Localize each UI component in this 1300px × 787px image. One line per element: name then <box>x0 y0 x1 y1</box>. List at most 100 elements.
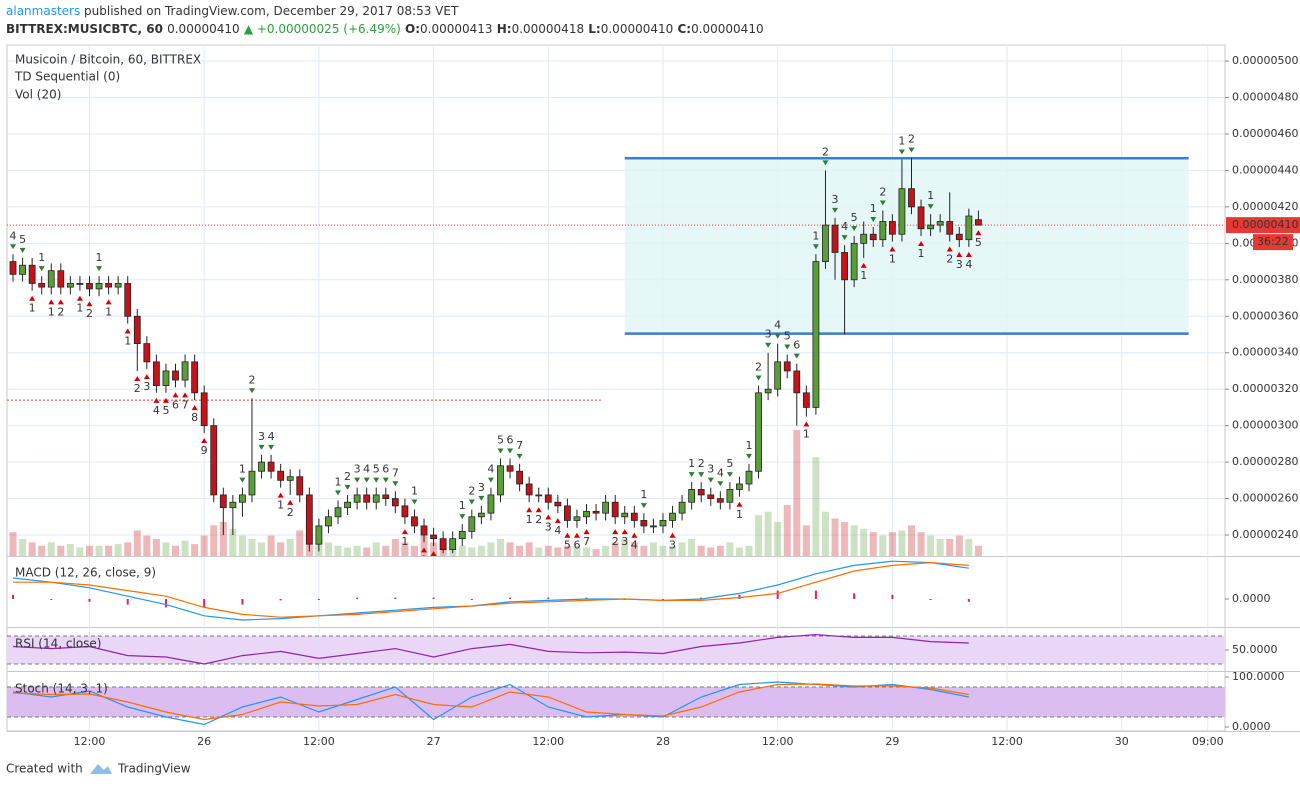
td-marker <box>143 374 150 380</box>
candle-body <box>688 489 696 503</box>
td-marker <box>201 437 208 443</box>
histogram-bar <box>203 599 206 608</box>
volume-bar <box>544 545 552 556</box>
td-label: 2 <box>535 513 542 526</box>
td-label: 1 <box>746 439 753 452</box>
volume-bar <box>95 545 103 556</box>
td-marker <box>573 532 580 538</box>
candle-body <box>143 343 151 363</box>
td-label: 1 <box>38 251 45 264</box>
candle-body <box>382 494 390 499</box>
td-label: 2 <box>755 361 762 374</box>
histogram-bar <box>241 599 244 605</box>
td-label: 3 <box>478 481 485 494</box>
volume-bar <box>258 542 266 556</box>
td-marker <box>287 499 294 505</box>
td-marker <box>860 262 867 268</box>
td-marker <box>774 333 781 339</box>
volume-bar <box>774 521 782 556</box>
histogram-bar <box>50 599 53 600</box>
td-label: 1 <box>918 247 925 260</box>
td-label: 2 <box>879 186 886 199</box>
td-marker <box>344 484 351 490</box>
candle-body <box>955 233 963 241</box>
volume-bar <box>841 521 849 556</box>
volume-bar <box>152 538 160 556</box>
countdown-label: 36:22 <box>1257 235 1289 248</box>
candle-body <box>573 516 581 521</box>
volume-bar <box>420 535 428 556</box>
td-marker <box>478 495 485 501</box>
pane-title: Stoch (14, 3, 1) <box>15 682 108 696</box>
x-tick-label: 12:00 <box>762 735 794 748</box>
candle-body <box>497 465 504 496</box>
td-marker <box>841 235 848 241</box>
candle-body <box>38 283 46 288</box>
td-marker <box>851 226 858 232</box>
candle-body <box>793 370 801 394</box>
td-marker <box>468 499 475 505</box>
footer-brand[interactable]: TradingView <box>117 762 191 776</box>
histogram-bar <box>547 597 550 599</box>
volume-bar <box>248 538 256 556</box>
volume-bar <box>9 532 17 556</box>
td-marker <box>717 481 724 487</box>
y-tick-label: 0.00000300 <box>1232 419 1298 432</box>
author[interactable]: alanmasters <box>6 4 80 18</box>
volume-bar <box>410 545 418 556</box>
volume-bar <box>688 538 696 556</box>
histogram-bar <box>700 597 703 599</box>
candle-body <box>152 361 160 386</box>
volume-bar <box>76 547 84 556</box>
volume-bar <box>716 545 724 556</box>
candle-body <box>420 525 428 536</box>
volume-bar <box>965 538 973 556</box>
volume-bar <box>219 521 227 556</box>
td-marker <box>669 532 676 538</box>
candle-body <box>411 516 418 527</box>
band <box>7 687 1225 717</box>
td-label: 4 <box>153 404 160 417</box>
td-marker <box>76 295 83 301</box>
indicator-line <box>12 560 969 621</box>
volume-bar <box>391 538 399 556</box>
volume-bar <box>124 542 132 556</box>
volume-bar <box>229 528 237 556</box>
volume-bar <box>66 544 74 556</box>
x-tick-label: 12:00 <box>74 735 106 748</box>
candle-body <box>650 525 657 528</box>
candle-body <box>305 494 313 545</box>
td-label: 4 <box>841 220 848 233</box>
volume-bar <box>850 525 858 556</box>
volume-bar <box>592 549 600 556</box>
volume-bar <box>516 545 524 556</box>
histogram-bar <box>317 599 320 600</box>
price-label: 0.00000410 <box>1232 218 1298 231</box>
td-marker <box>373 477 380 483</box>
volume-bar <box>38 545 46 556</box>
td-label: 3 <box>832 193 839 206</box>
td-label: 3 <box>765 328 772 341</box>
td-label: 4 <box>554 524 561 537</box>
candle-body <box>736 483 743 490</box>
td-marker <box>248 388 255 394</box>
candle-body <box>334 507 342 518</box>
td-label: 2 <box>908 133 915 146</box>
candle-body <box>296 476 304 496</box>
histogram-bar <box>853 593 856 599</box>
candle-body <box>908 188 915 208</box>
candle-body <box>974 219 982 226</box>
chart-title: Musicoin / Bitcoin, 60, BITTREX <box>15 53 201 67</box>
volume-bar <box>726 542 734 556</box>
price-box <box>1226 217 1300 234</box>
td-marker <box>927 204 934 210</box>
volume-bar <box>382 545 390 556</box>
td-label: 1 <box>29 302 36 315</box>
candle-body <box>831 224 839 253</box>
candle-body <box>888 221 896 235</box>
volume-bar <box>936 538 944 556</box>
volume-bar <box>344 547 352 556</box>
candle-body <box>755 392 762 472</box>
candle-body <box>76 283 84 285</box>
